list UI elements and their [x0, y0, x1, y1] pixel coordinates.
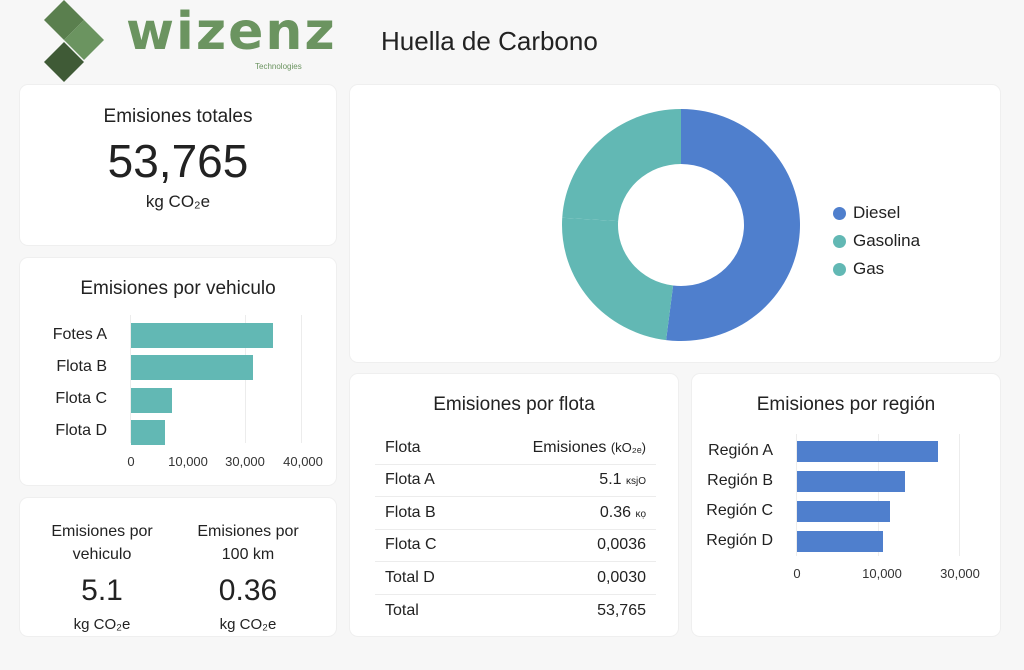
column-header-flota: Flota	[385, 438, 421, 456]
gridline	[959, 434, 960, 556]
table-row: Flota B 0.36 ĸọ	[375, 497, 656, 530]
axis-tick-label: 10,000	[168, 454, 208, 469]
bar[interactable]	[797, 441, 938, 462]
category-label: Flota B	[56, 357, 107, 375]
gridline	[301, 315, 302, 443]
fleet-value: 0,0030	[597, 568, 646, 586]
axis-tick-label: 0	[127, 454, 135, 469]
category-label: Región D	[706, 531, 773, 549]
legend-dot-icon	[833, 262, 846, 276]
axis-tick-label: 30,000	[225, 454, 265, 469]
fleet-value: 53,765	[597, 601, 646, 619]
kpi-value: 0.36	[218, 574, 278, 607]
axis-tick-label: 30,000	[940, 566, 980, 581]
category-label: Fotes A	[52, 325, 107, 343]
bar[interactable]	[131, 323, 273, 348]
fleet-name: Flota B	[385, 503, 436, 521]
card-title: Emisiones por vehiculo	[80, 278, 276, 299]
gridline	[878, 434, 879, 556]
category-label: Región C	[706, 501, 773, 519]
fleet-name: Total	[385, 601, 419, 619]
category-label: Flota C	[55, 390, 107, 408]
card-title: Emisiones por región	[756, 394, 936, 415]
donut-slice-gas[interactable]	[562, 109, 681, 222]
axis-tick-label: 40,000	[283, 454, 323, 469]
vehicle-bar-chart: Fotes A Flota B Flota C Flota D 0 10,000 30,00…	[20, 258, 336, 485]
kpi-value: 5.1	[81, 574, 123, 607]
logo-mark-icon	[44, 0, 104, 82]
region-emissions-chart-card: Emisiones por región Región A Región B Reg…	[692, 374, 1000, 636]
fuel-type-donut-card: Diesel Gasolina Gas	[350, 85, 1000, 362]
legend-dot-icon	[833, 234, 846, 248]
kpi-per-vehicle: Emisiones por vehiculo 5.1 kg CO₂e	[27, 520, 177, 633]
legend-item[interactable]: Diesel	[833, 199, 920, 227]
kpi-label: Emisiones por 100 km	[197, 523, 299, 563]
gridline	[796, 434, 797, 556]
total-emissions-unit: kg CO₂e	[145, 192, 211, 211]
kpi-per-100km: Emisiones por 100 km 0.36 kg CO₂e	[173, 520, 323, 633]
fleet-value: 0.36 ĸọ	[599, 503, 646, 521]
legend-label: Gas	[853, 259, 885, 278]
category-label: Región A	[708, 441, 773, 459]
bar[interactable]	[131, 355, 253, 381]
legend-label: Gasolina	[853, 231, 921, 250]
table-row: Flota A 5.1 ĸsjO	[375, 465, 656, 497]
bar[interactable]	[797, 471, 906, 492]
total-emissions-card: Emisiones totales 53,765 kg CO₂e	[20, 85, 336, 245]
category-label: Flota D	[55, 422, 107, 440]
axis-tick-label: 10,000	[862, 566, 902, 581]
bar[interactable]	[131, 387, 172, 413]
fleet-name: Flota A	[385, 471, 435, 489]
total-emissions-value: 53,765	[107, 135, 249, 187]
kpi-unit: kg CO₂e	[219, 616, 277, 633]
fleet-emissions-table-card: Emisiones por flota Flota Emisiones (kO₂…	[350, 374, 678, 636]
card-title: Emisiones por flota	[433, 394, 595, 415]
fleet-name: Total D	[385, 568, 435, 586]
legend-item[interactable]: Gas	[833, 255, 920, 283]
kpi-unit: kg CO₂e	[73, 616, 131, 633]
column-header-emisiones: Emisiones (kO₂ₑ)	[532, 438, 646, 456]
kpi-card: Emisiones por vehiculo 5.1 kg CO₂e Emisio…	[20, 498, 336, 636]
bar[interactable]	[131, 419, 166, 445]
company-logo: wizenz Technologies	[40, 0, 335, 84]
fleet-value: 0,0036	[597, 536, 646, 554]
logo-subtext: Technologies	[255, 62, 302, 71]
axis-tick-label: 0	[793, 566, 801, 581]
kpi-label: Emisiones por vehiculo	[51, 523, 153, 563]
bar[interactable]	[797, 531, 883, 552]
bar[interactable]	[797, 501, 891, 522]
donut-slice-gasolina[interactable]	[562, 217, 674, 341]
legend-label: Diesel	[853, 203, 901, 222]
fleet-value: 5.1 ĸsjO	[599, 471, 646, 489]
region-bar-chart: Región A Región B Región C Región D 0 10,000 3…	[692, 374, 1000, 636]
vehicle-emissions-chart-card: Emisiones por vehiculo Fotes A Flota B Flo…	[20, 258, 336, 485]
table-header-row: Flota Emisiones (kO₂ₑ)	[375, 432, 656, 465]
page-title: Huella de Carbono	[381, 26, 598, 56]
fleet-table: Flota Emisiones (kO₂ₑ) Flota A 5.1 ĸsjO Fl…	[375, 432, 656, 627]
legend-dot-icon	[833, 206, 846, 220]
fuel-donut-chart	[562, 109, 800, 341]
table-row: Total D 0,0030	[375, 562, 656, 595]
table-row: Flota C 0,0036	[375, 530, 656, 562]
donut-slice-diesel[interactable]	[666, 109, 800, 341]
donut-legend: Diesel Gasolina Gas	[833, 199, 920, 283]
table-row: Total 53,765	[375, 595, 656, 628]
legend-item[interactable]: Gasolina	[833, 227, 920, 255]
category-label: Región B	[707, 471, 773, 489]
fleet-name: Flota C	[385, 536, 437, 554]
logo-wordmark: wizenz	[126, 2, 337, 62]
gridline	[130, 315, 131, 443]
card-title: Emisiones totales	[103, 106, 253, 127]
